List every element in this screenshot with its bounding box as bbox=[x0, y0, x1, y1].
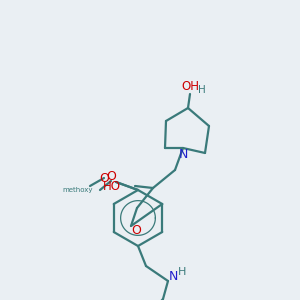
Text: O: O bbox=[106, 169, 116, 182]
Text: OH: OH bbox=[181, 80, 199, 92]
Text: N: N bbox=[178, 148, 188, 161]
Text: O: O bbox=[99, 172, 109, 184]
Text: H: H bbox=[198, 85, 206, 95]
Text: N: N bbox=[168, 269, 178, 283]
Text: HO: HO bbox=[103, 179, 121, 193]
Text: H: H bbox=[178, 267, 186, 277]
Text: O: O bbox=[131, 224, 141, 238]
Text: methoxy: methoxy bbox=[63, 187, 93, 193]
